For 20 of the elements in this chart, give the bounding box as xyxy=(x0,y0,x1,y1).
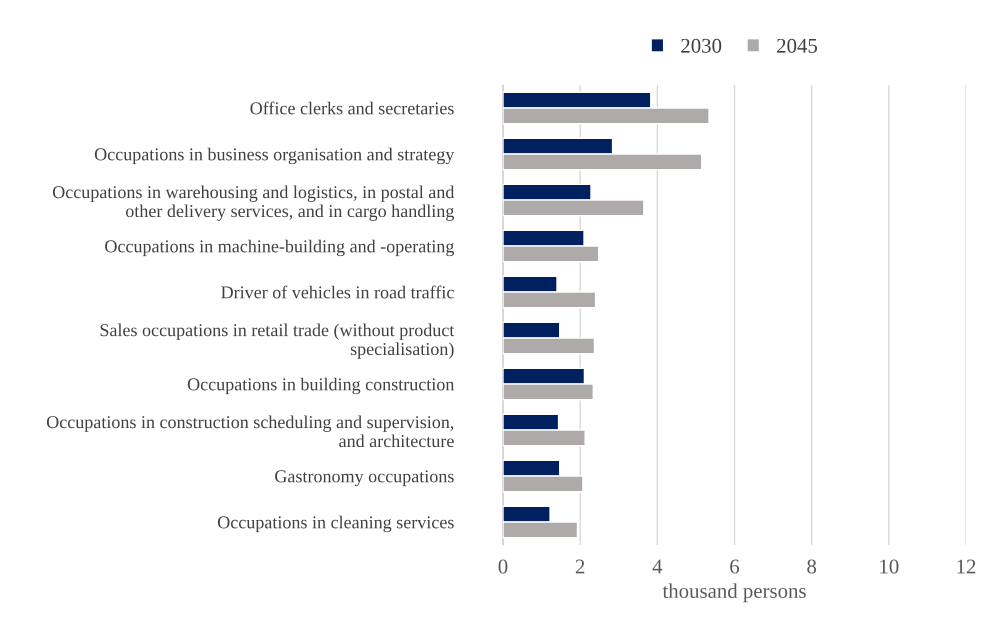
y-tick-label: Gastronomy occupations xyxy=(275,470,454,486)
y-tick-label: Office clerks and secretaries xyxy=(250,102,454,114)
x-tick-label: 10 xyxy=(880,559,898,574)
x-tick-label: 2 xyxy=(576,560,584,574)
y-tick-label: Sales occupations in retail trade (without product specialisation) xyxy=(100,324,454,359)
x-tick-label: 8 xyxy=(807,559,816,574)
y-tick-label: Occupations in cleaning services xyxy=(218,516,454,532)
y-tick-label: Occupations in building construction xyxy=(188,378,454,394)
y-tick-label: Occupations in machine-building and -operating xyxy=(105,240,454,256)
y-tick-label: Occupations in business organisation and strategy xyxy=(94,148,454,164)
legend-label: 2030 xyxy=(681,38,722,53)
x-tick-label: 0 xyxy=(498,559,508,574)
x-tick-label: 6 xyxy=(730,560,740,574)
y-tick-label: Occupations in construction scheduling and supervision, and architecture xyxy=(46,416,454,448)
x-axis-title: thousand persons xyxy=(662,583,806,602)
x-tick-label: 4 xyxy=(652,560,662,574)
x-tick-label: 12 xyxy=(957,560,976,574)
y-tick-label: Occupations in warehousing and logistics, in postal and other delivery services, and in cargo handling xyxy=(52,186,454,221)
y-tick-label: Driver of vehicles in road traffic xyxy=(221,286,454,298)
legend-label: 2045 xyxy=(777,38,818,53)
